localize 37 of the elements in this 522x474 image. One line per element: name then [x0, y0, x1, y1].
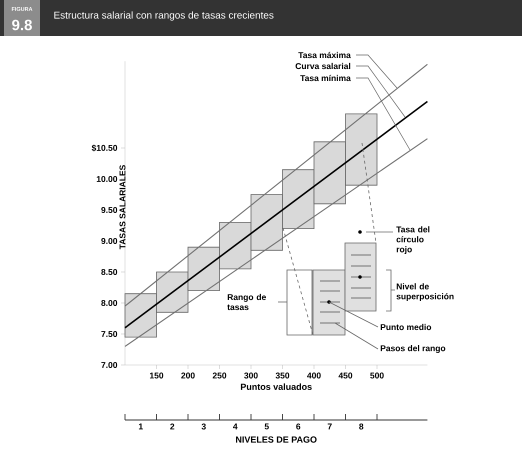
- x-tick-label: 200: [181, 372, 195, 379]
- y-tick-label: 8.50: [101, 269, 118, 275]
- annotation: Rango de tasas: [227, 294, 266, 310]
- annotation: Nivel de superposición: [396, 283, 454, 302]
- y-tick-label: 8.00: [101, 300, 118, 306]
- text: Curva salarial: [296, 62, 350, 70]
- x-tick-label: 250: [212, 372, 226, 379]
- x-tick-label: 350: [276, 372, 290, 379]
- y-axis-title: TASAS SALARIALES: [119, 165, 126, 250]
- x-tick-label: 500: [370, 372, 384, 379]
- x-tick-label: 400: [307, 372, 321, 379]
- y-tick-label: 10.00: [96, 176, 118, 182]
- x2-tick-label: 5: [264, 424, 269, 430]
- x2-tick-label: 7: [328, 424, 332, 430]
- text: Tasa mínima: [300, 74, 351, 82]
- x2-tick-label: 1: [138, 424, 143, 430]
- x2-tick-label: 8: [359, 424, 364, 430]
- x-axis-title: Puntos valuados: [240, 383, 312, 390]
- y-tick-label: 7.00: [101, 362, 118, 368]
- annotation: Pasos del rango: [380, 345, 446, 353]
- x-tick-label: 300: [244, 372, 258, 379]
- y-tick-label: 7.50: [101, 331, 118, 337]
- x2-tick-label: 2: [170, 424, 174, 430]
- x-tick-label: 150: [150, 372, 164, 379]
- y-tick-label: 9.50: [101, 207, 118, 213]
- y-tick-label: 9.00: [101, 238, 118, 244]
- x2-tick-label: 3: [202, 424, 206, 430]
- x2-tick-label: 6: [296, 424, 300, 430]
- annotation: Punto medio: [380, 324, 432, 330]
- x2-axis-title: NIVELES DE PAGO: [236, 436, 317, 443]
- text: Tasa máxima: [298, 52, 351, 58]
- chart-title: Estructura salarial con rangos de tasas crecientes: [54, 11, 274, 21]
- x-tick-label: 450: [338, 372, 352, 379]
- y-tick-label: $10.50: [92, 144, 118, 152]
- annotation: Tasa del círculo rojo: [396, 226, 430, 254]
- x2-tick-label: 4: [233, 424, 238, 430]
- text: 9.8: [12, 20, 32, 30]
